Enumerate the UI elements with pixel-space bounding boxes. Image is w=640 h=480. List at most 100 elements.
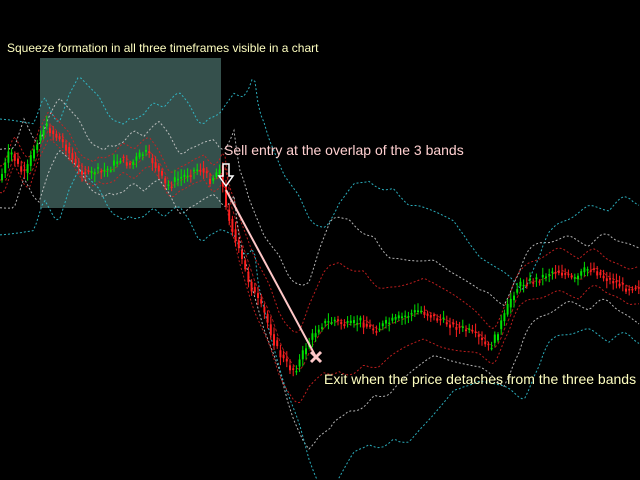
candle-body bbox=[266, 313, 269, 323]
candle-body bbox=[586, 269, 589, 271]
sell-arrow-icon bbox=[217, 163, 235, 188]
candle-body bbox=[186, 175, 189, 178]
candle-body bbox=[154, 162, 157, 168]
candle-body bbox=[157, 165, 160, 172]
candle-body bbox=[276, 340, 279, 347]
candle-body bbox=[87, 170, 90, 172]
candle-body bbox=[346, 321, 349, 323]
candle-body bbox=[241, 250, 243, 260]
candle-body bbox=[196, 169, 199, 172]
candle-body bbox=[378, 328, 381, 331]
candle-body bbox=[561, 272, 563, 276]
band-1-middle bbox=[0, 124, 640, 371]
band-3-lower bbox=[0, 170, 640, 480]
candle-body bbox=[609, 278, 611, 280]
candle-body bbox=[298, 359, 301, 367]
candle-body bbox=[615, 280, 618, 283]
candle-body bbox=[324, 320, 327, 324]
candle-body bbox=[10, 152, 13, 155]
candle-body bbox=[433, 314, 435, 317]
candle-body bbox=[397, 315, 400, 319]
exit-cross-icon-b bbox=[309, 350, 323, 364]
candle-body bbox=[365, 323, 368, 327]
candle-body bbox=[410, 313, 413, 315]
candle-body bbox=[391, 317, 394, 321]
candle-body bbox=[193, 169, 195, 172]
candle-body bbox=[71, 153, 74, 160]
candle-body bbox=[593, 268, 595, 270]
candle-body bbox=[359, 317, 362, 321]
candle-body bbox=[151, 157, 154, 164]
candle-body bbox=[417, 310, 419, 312]
band-1-lower bbox=[0, 139, 640, 404]
candle-body bbox=[589, 270, 592, 272]
candles-layer bbox=[1, 115, 640, 377]
candle-body bbox=[634, 287, 637, 290]
candle-body bbox=[375, 331, 378, 333]
candle-body bbox=[500, 320, 503, 330]
candle-body bbox=[292, 368, 295, 370]
candle-body bbox=[429, 315, 432, 318]
candle-body bbox=[244, 260, 247, 270]
candle-body bbox=[52, 130, 55, 135]
candle-body bbox=[39, 134, 42, 141]
candle-body bbox=[55, 133, 58, 138]
candle-body bbox=[26, 164, 29, 173]
candle-body bbox=[548, 274, 551, 276]
candle-body bbox=[317, 329, 320, 333]
candle-body bbox=[394, 316, 397, 320]
candle-body bbox=[285, 358, 288, 362]
candle-body bbox=[173, 177, 176, 182]
squeeze-zone-layer bbox=[40, 58, 221, 208]
candle-body bbox=[199, 170, 202, 172]
annotation-squeeze: Squeeze formation in all three timeframe… bbox=[7, 41, 319, 55]
candle-body bbox=[84, 171, 87, 175]
candle-body bbox=[372, 328, 375, 331]
band-3-upper bbox=[0, 77, 640, 290]
candle-body bbox=[33, 149, 35, 159]
candle-body bbox=[554, 272, 557, 274]
candle-body bbox=[49, 128, 51, 134]
candle-body bbox=[301, 350, 304, 360]
candle-body bbox=[637, 287, 640, 289]
candle-body bbox=[13, 153, 16, 161]
candle-body bbox=[439, 318, 442, 321]
candle-body bbox=[580, 271, 583, 276]
candle-body bbox=[602, 275, 605, 279]
candle-body bbox=[353, 320, 355, 324]
candle-body bbox=[506, 303, 509, 315]
candle-body bbox=[551, 271, 554, 274]
candle-body bbox=[119, 160, 122, 163]
candle-body bbox=[381, 323, 384, 327]
candle-body bbox=[253, 287, 256, 293]
candle-body bbox=[4, 162, 7, 173]
candle-body bbox=[583, 267, 586, 273]
candle-body bbox=[145, 150, 147, 152]
candle-body bbox=[455, 326, 458, 330]
candle-body bbox=[29, 155, 32, 166]
candle-body bbox=[570, 276, 573, 278]
candle-body bbox=[135, 156, 138, 161]
candle-body bbox=[68, 146, 71, 154]
candle-body bbox=[564, 273, 567, 275]
candle-body bbox=[596, 271, 599, 276]
candle-body bbox=[577, 275, 579, 280]
candle-body bbox=[535, 277, 538, 280]
candle-body bbox=[289, 365, 291, 371]
candle-body bbox=[468, 328, 471, 330]
candle-body bbox=[103, 169, 106, 172]
candle-body bbox=[260, 299, 263, 304]
candle-body bbox=[58, 136, 61, 140]
trade-layer bbox=[217, 163, 323, 364]
candle-body bbox=[132, 161, 135, 165]
candle-body bbox=[401, 316, 403, 319]
candle-body bbox=[148, 151, 151, 154]
candle-body bbox=[471, 330, 474, 332]
candle-body bbox=[74, 158, 77, 164]
candle-body bbox=[369, 325, 371, 327]
candle-body bbox=[631, 288, 634, 291]
candle-body bbox=[442, 317, 445, 320]
candle-body bbox=[180, 176, 183, 179]
candle-body bbox=[129, 163, 131, 165]
